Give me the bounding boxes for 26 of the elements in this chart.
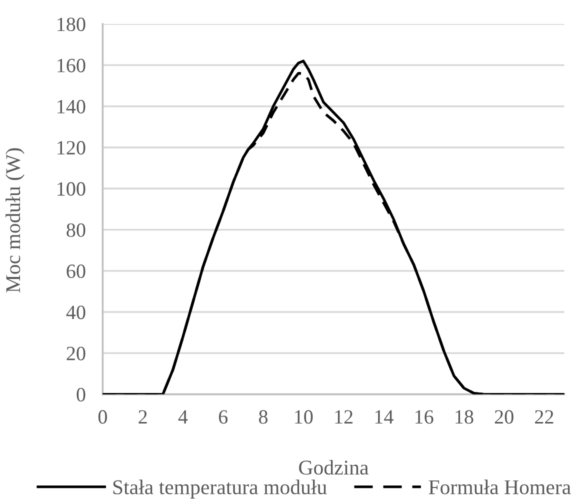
x-tick-label: 8 xyxy=(258,410,268,424)
y-tick-label: 180 xyxy=(58,18,86,32)
x-tick-label: 10 xyxy=(295,410,313,424)
x-axis-title: Godzina xyxy=(299,460,368,475)
y-tick-label: 60 xyxy=(66,264,86,278)
y-tick-label: 100 xyxy=(58,182,86,196)
y-tick-label: 0 xyxy=(76,388,86,402)
x-tick-label: 18 xyxy=(456,410,474,424)
x-tick-label: 14 xyxy=(375,410,394,424)
x-tick-label: 0 xyxy=(98,410,107,424)
y-tick-label: 80 xyxy=(66,223,86,237)
x-tick-label: 4 xyxy=(178,410,188,424)
x-tick-label: 12 xyxy=(335,410,352,424)
y-tick-label: 20 xyxy=(66,346,86,360)
x-tick-label: 6 xyxy=(218,410,228,424)
y-tick-label: 140 xyxy=(58,100,86,114)
legend-label: Stała temperatura modułu xyxy=(113,480,327,499)
y-tick-label: 120 xyxy=(58,141,86,155)
y-tick-label: 40 xyxy=(66,306,86,320)
legend-label: Formuła Homera xyxy=(428,480,571,494)
x-tick-label: 20 xyxy=(494,410,514,424)
x-tick-label: 2 xyxy=(138,410,147,424)
x-tick-label: 16 xyxy=(416,410,434,424)
y-tick-label: 160 xyxy=(58,58,86,72)
x-tick-label: 22 xyxy=(535,410,554,424)
y-axis-title: Moc modułu (W) xyxy=(6,148,24,293)
